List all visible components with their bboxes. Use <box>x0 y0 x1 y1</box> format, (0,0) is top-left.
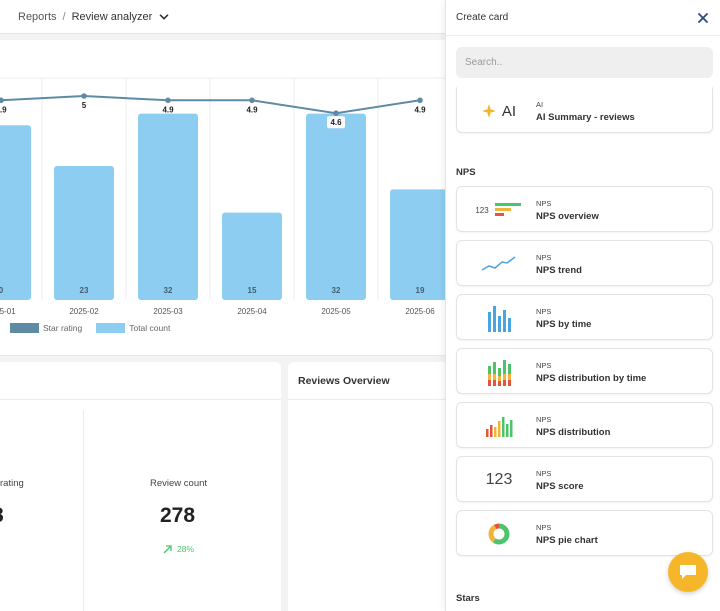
card-category: NPS <box>536 307 552 316</box>
breadcrumb: Reports / Review analyzer <box>0 0 445 34</box>
breadcrumb-current[interactable]: Review analyzer <box>71 10 153 23</box>
stats-card-header <box>0 362 281 400</box>
trend-up-icon <box>163 544 172 553</box>
line-point[interactable] <box>333 110 339 116</box>
legend-label: Total count <box>129 323 171 333</box>
card-category: AI <box>536 100 544 109</box>
legend-item-star-rating[interactable]: Star rating <box>10 323 82 333</box>
section-nps: NPS <box>456 167 476 178</box>
card-name: NPS distribution <box>536 427 611 438</box>
card-nps-overview[interactable]: 123 NPS NPS overview <box>456 186 713 232</box>
bar-value-label: 19 <box>416 286 425 295</box>
card-name: NPS pie chart <box>536 535 598 546</box>
card-name: AI Summary - reviews <box>536 112 635 123</box>
reviews-overview-title: Reviews Overview <box>288 362 445 400</box>
close-icon[interactable] <box>696 11 710 25</box>
review-count-trend: 28% <box>163 544 194 554</box>
chart-bar[interactable] <box>222 212 282 300</box>
line-point[interactable] <box>0 97 4 104</box>
card-nps-trend[interactable]: NPS NPS trend <box>456 240 713 286</box>
chart-card: 0 2025-01 23 2025-02 32 2025-03 15 2025-04 32 202… <box>0 40 445 356</box>
search-input[interactable] <box>456 47 713 78</box>
chart-bar[interactable] <box>54 166 114 300</box>
card-category: NPS <box>536 469 552 478</box>
bar-value-label: 0 <box>0 286 4 295</box>
rating-value: 8 <box>0 504 4 528</box>
chart-bar[interactable] <box>0 125 31 300</box>
stacked-bar-icon <box>471 357 527 387</box>
star-rating-line <box>0 94 421 115</box>
card-category: NPS <box>536 361 552 370</box>
create-card-panel: Create card AI AI AI Summary - reviews N… <box>445 0 720 611</box>
stats-card: rating 8 Review count 278 28% <box>0 362 281 611</box>
point-value-label: 5 <box>82 101 87 110</box>
x-tick-label: 2025-02 <box>69 307 99 316</box>
bar-value-label: 15 <box>248 286 257 295</box>
x-tick-label: 2025-01 <box>0 307 16 316</box>
card-name: NPS score <box>536 481 584 492</box>
panel-header: Create card <box>446 0 720 36</box>
card-name: NPS trend <box>536 265 582 276</box>
card-name: NPS distribution by time <box>536 373 647 384</box>
chevron-down-icon[interactable] <box>158 11 170 23</box>
card-ai-summary[interactable]: AI AI AI Summary - reviews <box>456 87 713 133</box>
legend-swatch <box>96 323 126 333</box>
nps-overview-icon: 123 <box>471 195 527 225</box>
point-label-bg <box>327 116 345 129</box>
chart-bar[interactable] <box>390 189 445 300</box>
chart-legend: Star rating Total count <box>10 323 184 333</box>
card-nps-distribution-by-time[interactable]: NPS NPS distribution by time <box>456 348 713 394</box>
bar-chart-blue-icon <box>471 303 527 333</box>
breadcrumb-separator: / <box>62 10 66 23</box>
stats-divider <box>83 410 84 611</box>
point-value-label: 4.9 <box>0 105 7 114</box>
card-category: NPS <box>536 415 552 424</box>
legend-label: Star rating <box>43 323 83 333</box>
chart-bar[interactable] <box>138 113 198 300</box>
card-nps-pie-chart[interactable]: NPS NPS pie chart <box>456 510 713 556</box>
review-count-value: 278 <box>160 504 196 527</box>
breadcrumb-root[interactable]: Reports <box>18 10 57 23</box>
chart-bar[interactable] <box>306 113 366 300</box>
reviews-overview-card: Reviews Overview <box>288 362 445 611</box>
card-category: NPS <box>536 253 552 262</box>
card-category: NPS <box>536 199 552 208</box>
panel-title: Create card <box>456 12 509 23</box>
x-tick-label: 2025-03 <box>153 307 183 316</box>
combo-chart: 0 2025-01 23 2025-02 32 2025-03 15 2025-04 32 202… <box>0 77 445 316</box>
point-value-label: 4.9 <box>162 105 174 114</box>
bar-value-label: 32 <box>332 286 341 295</box>
point-value-label: 4.9 <box>414 105 426 114</box>
rating-label: rating <box>0 478 24 489</box>
legend-item-total-count[interactable]: Total count <box>96 323 170 333</box>
card-nps-score[interactable]: 123 NPS NPS score <box>456 456 713 502</box>
distribution-bar-icon <box>471 411 527 441</box>
point-value-label: 4.9 <box>246 105 258 114</box>
card-nps-by-time[interactable]: NPS NPS by time <box>456 294 713 340</box>
review-count-label: Review count <box>150 478 208 489</box>
line-point[interactable] <box>249 97 255 104</box>
x-tick-label: 2025-05 <box>321 307 351 316</box>
card-name: NPS by time <box>536 319 592 330</box>
trend-line-icon <box>471 249 527 279</box>
line-point[interactable] <box>417 97 423 104</box>
x-tick-label: 2025-04 <box>237 307 267 316</box>
line-point[interactable] <box>81 93 87 99</box>
bar-value-label: 23 <box>80 286 89 295</box>
card-category: NPS <box>536 523 552 532</box>
trend-percent: 28% <box>177 544 195 554</box>
legend-swatch <box>10 323 39 333</box>
bar-value-label: 32 <box>164 286 173 295</box>
x-tick-label: 2025-06 <box>405 307 435 316</box>
section-stars: Stars <box>456 593 480 604</box>
donut-icon <box>471 519 527 549</box>
chat-button[interactable] <box>668 552 708 592</box>
line-point[interactable] <box>165 97 171 104</box>
card-nps-distribution[interactable]: NPS NPS distribution <box>456 402 713 448</box>
point-value-label: 4.6 <box>330 118 342 127</box>
chat-bubble-icon <box>680 565 696 579</box>
number-icon: 123 <box>485 471 513 488</box>
ai-sparkle-icon: AI <box>471 96 527 126</box>
card-name: NPS overview <box>536 211 599 222</box>
